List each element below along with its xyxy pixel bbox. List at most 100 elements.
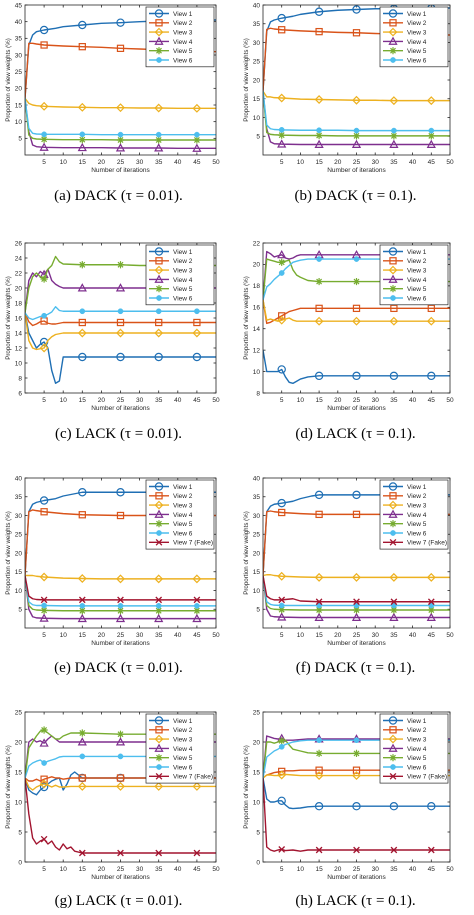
series-marker [427, 846, 435, 854]
series-marker [154, 143, 164, 152]
series-marker [193, 596, 201, 604]
series-marker [390, 132, 398, 140]
legend-marker [155, 726, 163, 734]
x-tick-label: 45 [428, 397, 436, 404]
legend-marker [155, 754, 163, 762]
y-tick-label: 25 [253, 709, 261, 716]
series-marker [427, 304, 435, 313]
series-marker [315, 304, 323, 313]
x-tick-label: 5 [42, 866, 46, 873]
series-line-1 [25, 312, 216, 384]
series-line-3 [25, 312, 216, 351]
series-marker [277, 139, 287, 148]
series-marker [277, 93, 287, 103]
legend-marker [388, 716, 398, 725]
series-marker [352, 5, 361, 14]
series-marker [352, 316, 361, 326]
axes-frame [24, 711, 217, 863]
y-tick-label: 5 [256, 829, 260, 836]
series-marker [390, 846, 398, 854]
series-marker [115, 613, 126, 623]
y-tick-label: 10 [253, 799, 261, 806]
series-marker [427, 132, 435, 140]
x-tick-label: 40 [409, 159, 417, 166]
series-marker [389, 572, 399, 582]
x-tick-label: 15 [79, 866, 87, 873]
legend-label: View 4 [407, 746, 427, 753]
series-marker [352, 132, 361, 140]
series-marker [77, 102, 87, 112]
x-tick-label: 50 [446, 866, 454, 873]
x-tick-label: 20 [334, 866, 342, 873]
legend: View 1 View 2 View 3 View 4 View 5 View 6 [379, 6, 449, 68]
legend-marker [155, 772, 163, 780]
legend-label: View 6 [407, 764, 427, 771]
y-tick-label: 8 [256, 390, 260, 397]
x-tick-label: 25 [117, 866, 125, 873]
x-tick-label: 30 [136, 866, 144, 873]
legend-marker [390, 530, 396, 536]
series-marker [79, 603, 86, 609]
series-marker [390, 606, 398, 614]
legend-label: View 4 [173, 512, 193, 519]
y-tick-label: 5 [256, 134, 260, 141]
series-marker [78, 511, 86, 519]
legend-marker [389, 492, 397, 500]
series-marker [192, 103, 202, 113]
series-marker [428, 602, 435, 609]
y-tick-label: 15 [253, 96, 261, 103]
x-tick-label: 50 [212, 397, 220, 404]
series-marker [426, 139, 436, 148]
legend-label: View 7 (Fake) [173, 774, 213, 781]
series-line-3 [25, 97, 216, 110]
legend-marker [388, 247, 398, 256]
y-axis-label: Proportion of view weights (%) [5, 745, 12, 829]
legend-marker [388, 27, 398, 37]
series-marker [79, 131, 86, 138]
legend-marker [390, 57, 396, 63]
axes-frame [24, 242, 217, 394]
x-tick-label: 50 [446, 397, 454, 404]
series-marker [316, 602, 322, 609]
series-marker [278, 258, 286, 266]
legend: View 1 View 2 View 3 View 4 View 5 View 6 [379, 244, 449, 306]
x-tick-label: 25 [117, 397, 125, 404]
legend-marker [389, 520, 397, 528]
series-line-7 [25, 575, 216, 601]
legend-label: View 1 [407, 11, 427, 18]
series-marker [352, 766, 361, 774]
legend: View 1 View 2 View 3 View 4 View 5 View 6 [145, 6, 215, 68]
series-marker [352, 749, 361, 757]
x-tick-label: 30 [372, 866, 380, 873]
legend-label: View 2 [173, 258, 193, 265]
legend-marker [155, 257, 163, 265]
series-marker [39, 101, 49, 111]
series-marker [277, 365, 286, 374]
series-marker [39, 496, 49, 505]
x-axis-label: Number of iterations [91, 640, 150, 647]
series-marker [117, 849, 124, 857]
series-marker [78, 849, 86, 857]
x-tick-label: 5 [280, 866, 284, 873]
legend-marker [154, 36, 164, 45]
series-marker [352, 277, 361, 286]
x-tick-label: 40 [409, 632, 417, 639]
legend-label: View 6 [173, 764, 193, 771]
x-tick-label: 10 [60, 632, 68, 639]
legend-label: View 6 [407, 295, 427, 302]
x-tick-label: 50 [212, 866, 220, 873]
chart-panel-4: 5 10 15 20 25 30 35 40 45 50 5 10 15 20 25 30 35 40 Number… [5, 475, 220, 647]
series-marker [351, 612, 362, 621]
x-tick-label: 5 [42, 159, 46, 166]
x-tick-label: 10 [297, 632, 305, 639]
chart-panel-0: 5 10 15 20 25 30 35 40 45 50 5 10 15 20 25 30 35 40 45 Numb… [5, 2, 220, 174]
series-marker [427, 606, 435, 614]
x-tick-label: 20 [98, 159, 106, 166]
y-tick-label: 30 [253, 40, 261, 47]
series-marker [277, 796, 286, 806]
x-tick-label: 10 [60, 159, 68, 166]
series-line-7 [25, 777, 216, 854]
legend-label: View 5 [407, 48, 427, 55]
legend-marker [154, 734, 164, 744]
